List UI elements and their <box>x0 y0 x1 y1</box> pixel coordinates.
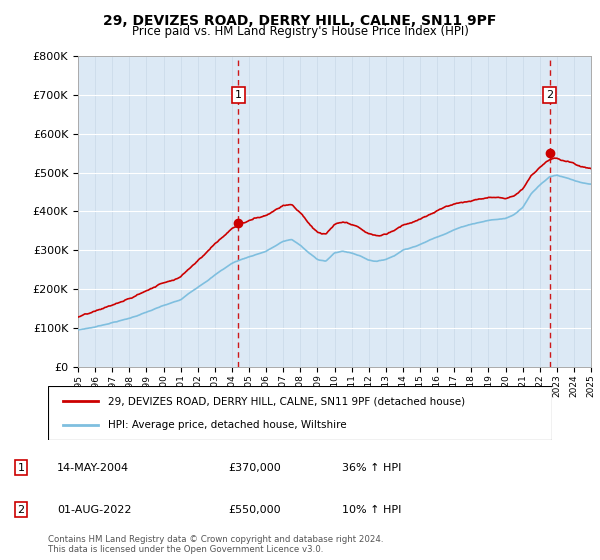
FancyBboxPatch shape <box>48 386 552 440</box>
Text: HPI: Average price, detached house, Wiltshire: HPI: Average price, detached house, Wilt… <box>109 419 347 430</box>
Text: Price paid vs. HM Land Registry's House Price Index (HPI): Price paid vs. HM Land Registry's House … <box>131 25 469 38</box>
Text: Contains HM Land Registry data © Crown copyright and database right 2024.
This d: Contains HM Land Registry data © Crown c… <box>48 535 383 554</box>
Text: 29, DEVIZES ROAD, DERRY HILL, CALNE, SN11 9PF: 29, DEVIZES ROAD, DERRY HILL, CALNE, SN1… <box>103 14 497 28</box>
Text: 01-AUG-2022: 01-AUG-2022 <box>57 505 131 515</box>
Text: 1: 1 <box>17 463 25 473</box>
Text: 1: 1 <box>235 90 242 100</box>
Text: 10% ↑ HPI: 10% ↑ HPI <box>342 505 401 515</box>
Text: 29, DEVIZES ROAD, DERRY HILL, CALNE, SN11 9PF (detached house): 29, DEVIZES ROAD, DERRY HILL, CALNE, SN1… <box>109 396 466 407</box>
Text: £370,000: £370,000 <box>228 463 281 473</box>
Text: 14-MAY-2004: 14-MAY-2004 <box>57 463 129 473</box>
Text: 36% ↑ HPI: 36% ↑ HPI <box>342 463 401 473</box>
Text: £550,000: £550,000 <box>228 505 281 515</box>
Text: 2: 2 <box>17 505 25 515</box>
Text: 2: 2 <box>546 90 553 100</box>
